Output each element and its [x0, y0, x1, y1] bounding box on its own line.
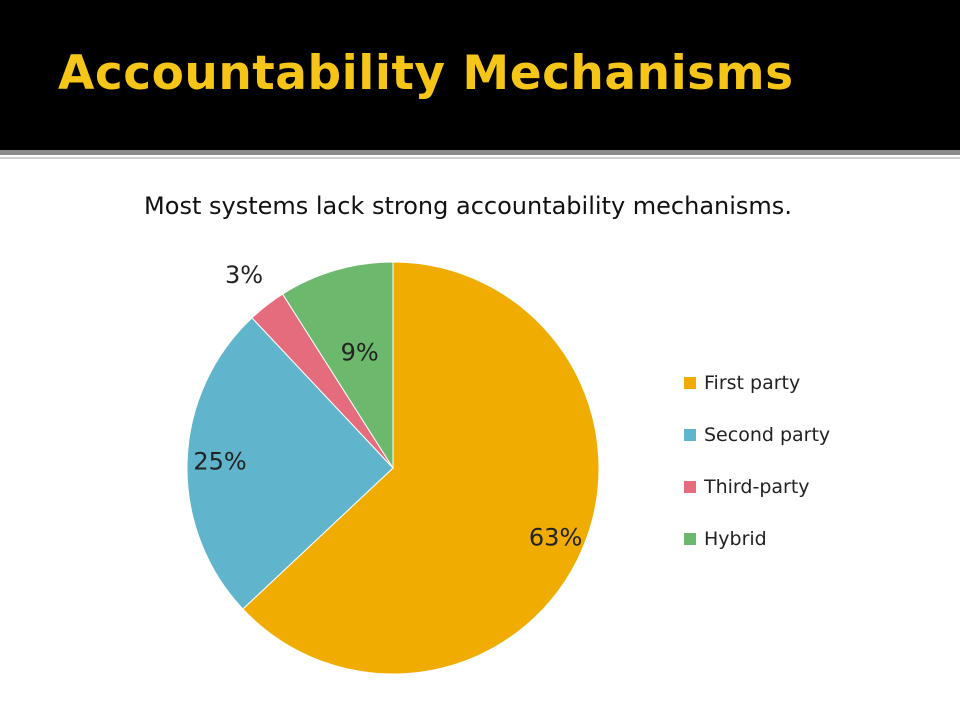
legend-swatch — [684, 481, 696, 493]
pie-slice-hybrid — [281, 261, 394, 470]
data-label-first-party: 63% — [529, 523, 582, 551]
data-label-hybrid: 9% — [341, 338, 379, 366]
legend-item: Second party — [684, 424, 830, 446]
legend-item: First party — [684, 372, 800, 394]
legend-swatch — [684, 377, 696, 389]
title-band — [0, 0, 960, 150]
slide-title: Accountability Mechanisms — [58, 46, 794, 101]
legend-label: Second party — [704, 424, 831, 446]
title-divider — [0, 150, 960, 155]
legend-item: Hybrid — [684, 528, 767, 550]
slide-subtitle: Most systems lack strong accountability … — [144, 192, 792, 220]
legend-item: Third-party — [684, 476, 810, 498]
legend-swatch — [684, 533, 696, 545]
pie-slice-first-party — [242, 261, 600, 675]
legend-label: First party — [704, 372, 801, 394]
data-label-third-party: 3% — [225, 261, 263, 289]
legend-label: Third-party — [704, 476, 810, 498]
legend-label: Hybrid — [704, 528, 767, 550]
legend-swatch — [684, 429, 696, 441]
pie-slice-second-party — [186, 317, 394, 610]
title-divider-thin — [0, 157, 960, 159]
data-label-second-party: 25% — [193, 448, 246, 476]
